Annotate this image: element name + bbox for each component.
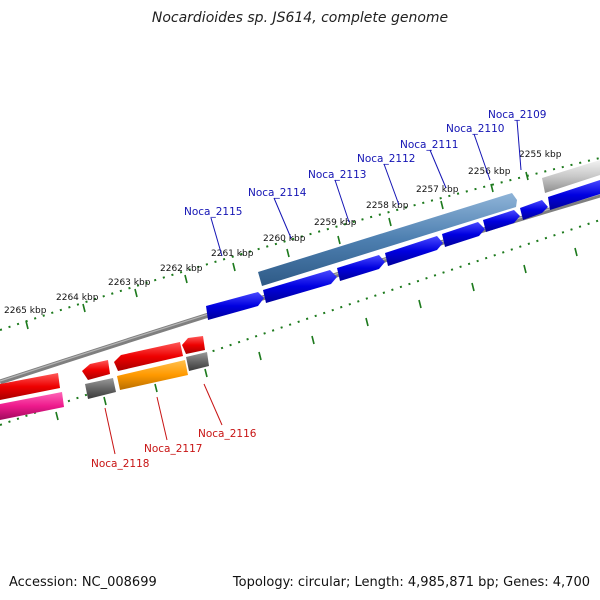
- gene-feature-pink-left[interactable]: [0, 392, 64, 420]
- scale-label-2255: 2255 kbp: [519, 150, 562, 160]
- scale-label-2259: 2259 kbp: [314, 218, 357, 228]
- reverse-leaders: [104, 383, 223, 455]
- scale-label-2261: 2261 kbp: [211, 249, 254, 259]
- gene-feature-red-small[interactable]: [182, 336, 205, 354]
- outer-major-ticks: [25, 171, 529, 330]
- gene-feature-noca-2110[interactable]: [483, 210, 520, 232]
- gene-feature-steel[interactable]: [258, 193, 517, 286]
- gene-feature-noca-2111[interactable]: [442, 222, 485, 247]
- scale-label-2260: 2260 kbp: [263, 234, 306, 244]
- gene-feature-noca-2118-upper[interactable]: [82, 360, 110, 380]
- inner-major-ticks: [55, 247, 578, 421]
- gene-feature-edge-blue[interactable]: [548, 180, 600, 210]
- map-title: Nocardioides sp. JS614, complete genome: [151, 10, 449, 26]
- gene-feature-noca-2116[interactable]: [186, 352, 209, 371]
- gene-label-noca-2115: Noca_2115: [184, 206, 242, 218]
- forward-genes: [206, 180, 600, 320]
- outer-scale-ring: [0, 157, 600, 331]
- gene-feature-red-left[interactable]: [0, 373, 60, 400]
- gene-label-noca-2111: Noca_2111: [400, 139, 458, 151]
- forward-leaders: [210, 119, 522, 257]
- gene-feature-noca-2109[interactable]: [520, 200, 548, 220]
- genome-stats-text: Topology: circular; Length: 4,985,871 bp…: [232, 575, 590, 590]
- gene-label-noca-2116: Noca_2116: [198, 428, 257, 440]
- scale-label-2265: 2265 kbp: [4, 306, 47, 316]
- scale-label-2262: 2262 kbp: [160, 264, 203, 274]
- gene-label-noca-2109: Noca_2109: [488, 109, 546, 121]
- scale-label-2257: 2257 kbp: [416, 185, 459, 195]
- gene-feature-noca-2118[interactable]: [85, 378, 116, 399]
- gene-feature-noca-2112[interactable]: [385, 236, 443, 266]
- scale-label-2256: 2256 kbp: [468, 167, 511, 177]
- gene-label-noca-2112: Noca_2112: [357, 153, 415, 165]
- gene-label-noca-2118: Noca_2118: [91, 458, 149, 470]
- gene-label-noca-2114: Noca_2114: [248, 187, 307, 199]
- scale-label-2263: 2263 kbp: [108, 278, 151, 288]
- gene-feature-grey-edge[interactable]: [542, 160, 600, 193]
- accession-text: Accession: NC_008699: [9, 575, 157, 590]
- gene-feature-red-mid[interactable]: [114, 342, 183, 371]
- scale-label-2264: 2264 kbp: [56, 293, 99, 303]
- gene-feature-noca-2113[interactable]: [337, 255, 385, 281]
- reverse-genes: [0, 336, 209, 420]
- gene-label-noca-2117: Noca_2117: [144, 443, 202, 455]
- gene-feature-noca-2117[interactable]: [117, 360, 188, 390]
- gene-feature-noca-2115[interactable]: [206, 292, 264, 320]
- gene-label-noca-2113: Noca_2113: [308, 169, 366, 181]
- gene-feature-noca-2114[interactable]: [263, 270, 337, 303]
- scale-label-2258: 2258 kbp: [366, 201, 409, 211]
- gene-label-noca-2110: Noca_2110: [446, 123, 504, 135]
